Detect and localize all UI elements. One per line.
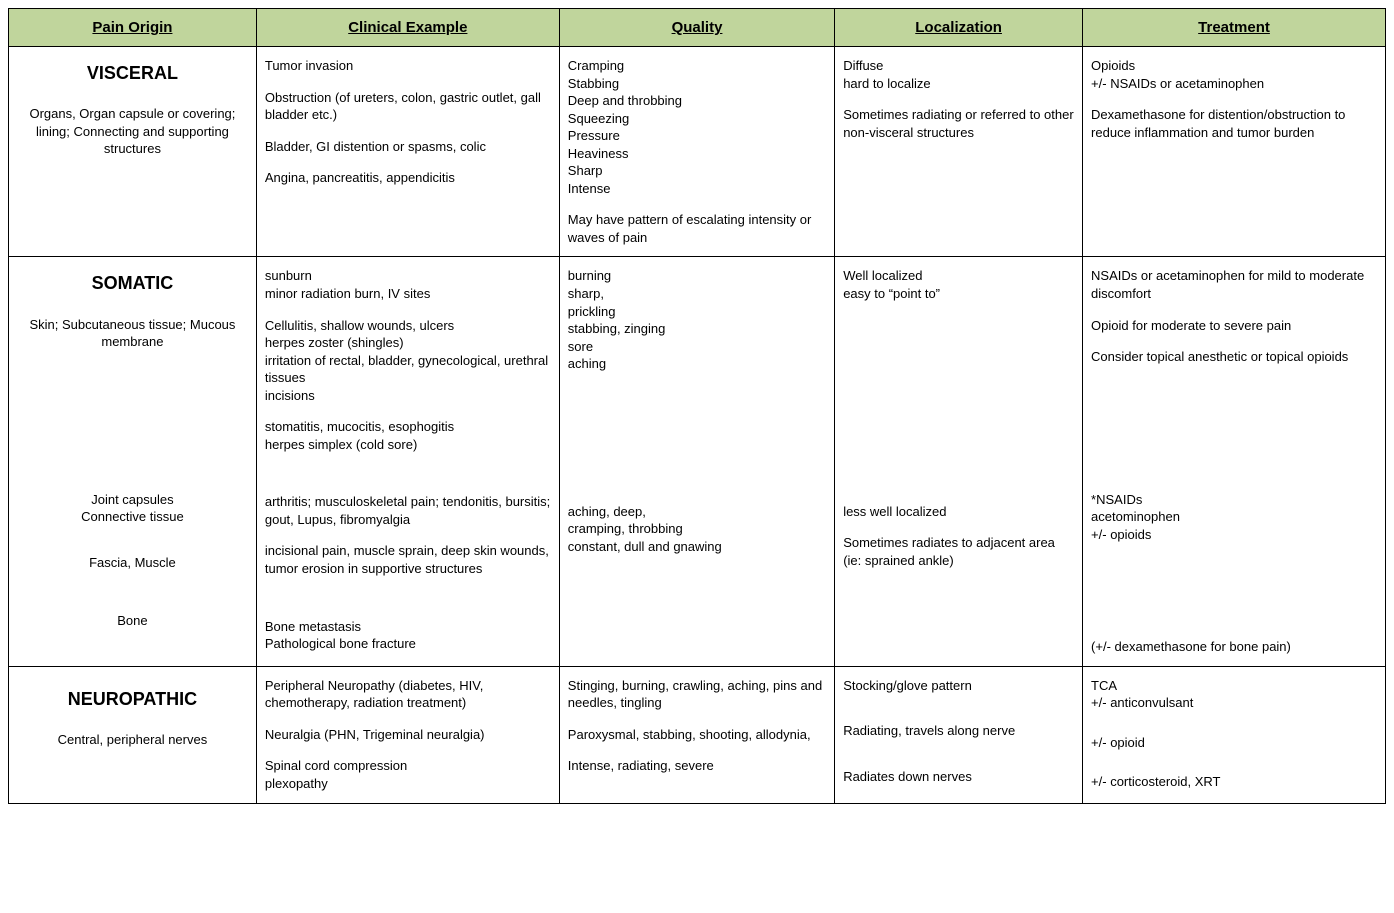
visceral-example-2: Obstruction (of ureters, colon, gastric … [265,89,551,124]
somatic-t1-1: NSAIDs or acetaminophen for mild to mode… [1091,267,1377,302]
header-example: Clinical Example [256,9,559,47]
neuropathic-origin: NEUROPATHIC Central, peripheral nerves [9,666,257,803]
header-quality: Quality [559,9,834,47]
neuropathic-example: Peripheral Neuropathy (diabetes, HIV, ch… [256,666,559,803]
visceral-treat-2: Dexamethasone for distention/obstruction… [1091,106,1377,141]
somatic-quality: burning sharp, prickling stabbing, zingi… [559,257,834,666]
visceral-local-1: Diffuse hard to localize [843,57,1074,92]
somatic-sub1: Skin; Subcutaneous tissue; Mucous membra… [17,316,248,351]
somatic-t1-3: Consider topical anesthetic or topical o… [1091,348,1377,366]
somatic-example: sunburn minor radiation burn, IV sites C… [256,257,559,666]
somatic-sub2-label-2: Fascia, Muscle [17,554,248,572]
somatic-t1-2: Opioid for moderate to severe pain [1091,317,1377,335]
neuropathic-quality: Stinging, burning, crawling, aching, pin… [559,666,834,803]
header-treatment: Treatment [1083,9,1386,47]
pain-classification-table: Pain Origin Clinical Example Quality Loc… [8,8,1386,804]
somatic-ex1-2: Cellulitis, shallow wounds, ulcers herpe… [265,317,551,405]
visceral-subtitle: Organs, Organ capsule or covering; linin… [17,105,248,158]
header-row: Pain Origin Clinical Example Quality Loc… [9,9,1386,47]
neuro-ex-1: Peripheral Neuropathy (diabetes, HIV, ch… [265,677,551,712]
visceral-quality-1: Cramping Stabbing Deep and throbbing Squ… [568,57,826,197]
visceral-title: VISCERAL [17,61,248,85]
neuro-q-3: Intense, radiating, severe [568,757,826,775]
header-localization: Localization [835,9,1083,47]
somatic-q2: aching, deep, cramping, throbbing consta… [568,503,826,556]
somatic-sub2-label-1: Joint capsules Connective tissue [17,491,248,526]
somatic-origin: SOMATIC Skin; Subcutaneous tissue; Mucou… [9,257,257,666]
somatic-loc2-2: Sometimes radiates to adjacent area (ie:… [843,534,1074,569]
visceral-quality: Cramping Stabbing Deep and throbbing Squ… [559,47,834,257]
visceral-origin: VISCERAL Organs, Organ capsule or coveri… [9,47,257,257]
visceral-local-2: Sometimes radiating or referred to other… [843,106,1074,141]
neuro-loc-1: Stocking/glove pattern [843,677,1074,695]
somatic-q1: burning sharp, prickling stabbing, zingi… [568,267,826,372]
neuro-t-1: TCA +/- anticonvulsant [1091,677,1377,712]
somatic-ex1-3: stomatitis, mucocitis, esophogitis herpe… [265,418,551,453]
visceral-example-1: Tumor invasion [265,57,551,75]
somatic-treatment: NSAIDs or acetaminophen for mild to mode… [1083,257,1386,666]
header-origin: Pain Origin [9,9,257,47]
neuro-q-1: Stinging, burning, crawling, aching, pin… [568,677,826,712]
neuropathic-subtitle: Central, peripheral nerves [17,731,248,749]
somatic-sub2-label-3: Bone [17,612,248,630]
neuro-ex-2: Neuralgia (PHN, Trigeminal neuralgia) [265,726,551,744]
somatic-ex2-3: Bone metastasis Pathological bone fractu… [265,618,551,653]
somatic-t2-2: (+/- dexamethasone for bone pain) [1091,638,1377,656]
visceral-example-3: Bladder, GI distention or spasms, colic [265,138,551,156]
visceral-quality-2: May have pattern of escalating intensity… [568,211,826,246]
neuropathic-title: NEUROPATHIC [17,687,248,711]
somatic-ex2-2: incisional pain, muscle sprain, deep ski… [265,542,551,577]
visceral-example: Tumor invasion Obstruction (of ureters, … [256,47,559,257]
neuro-t-3: +/- corticosteroid, XRT [1091,773,1377,791]
neuro-t-2: +/- opioid [1091,734,1377,752]
visceral-treat-1: Opioids +/- NSAIDs or acetaminophen [1091,57,1377,92]
somatic-ex2-1: arthritis; musculoskeletal pain; tendoni… [265,493,551,528]
visceral-localization: Diffuse hard to localize Sometimes radia… [835,47,1083,257]
somatic-loc2-1: less well localized [843,503,1074,521]
somatic-ex1-1: sunburn minor radiation burn, IV sites [265,267,551,302]
visceral-treatment: Opioids +/- NSAIDs or acetaminophen Dexa… [1083,47,1386,257]
row-visceral: VISCERAL Organs, Organ capsule or coveri… [9,47,1386,257]
visceral-example-4: Angina, pancreatitis, appendicitis [265,169,551,187]
somatic-t2-1: *NSAIDs acetominophen +/- opioids [1091,491,1377,544]
neuro-q-2: Paroxysmal, stabbing, shooting, allodyni… [568,726,826,744]
somatic-localization: Well localized easy to “point to” less w… [835,257,1083,666]
neuro-loc-3: Radiates down nerves [843,768,1074,786]
row-somatic: SOMATIC Skin; Subcutaneous tissue; Mucou… [9,257,1386,666]
neuropathic-localization: Stocking/glove pattern Radiating, travel… [835,666,1083,803]
somatic-title: SOMATIC [17,271,248,295]
row-neuropathic: NEUROPATHIC Central, peripheral nerves P… [9,666,1386,803]
neuro-loc-2: Radiating, travels along nerve [843,722,1074,740]
neuro-ex-3: Spinal cord compression plexopathy [265,757,551,792]
neuropathic-treatment: TCA +/- anticonvulsant +/- opioid +/- co… [1083,666,1386,803]
somatic-loc1: Well localized easy to “point to” [843,267,1074,302]
